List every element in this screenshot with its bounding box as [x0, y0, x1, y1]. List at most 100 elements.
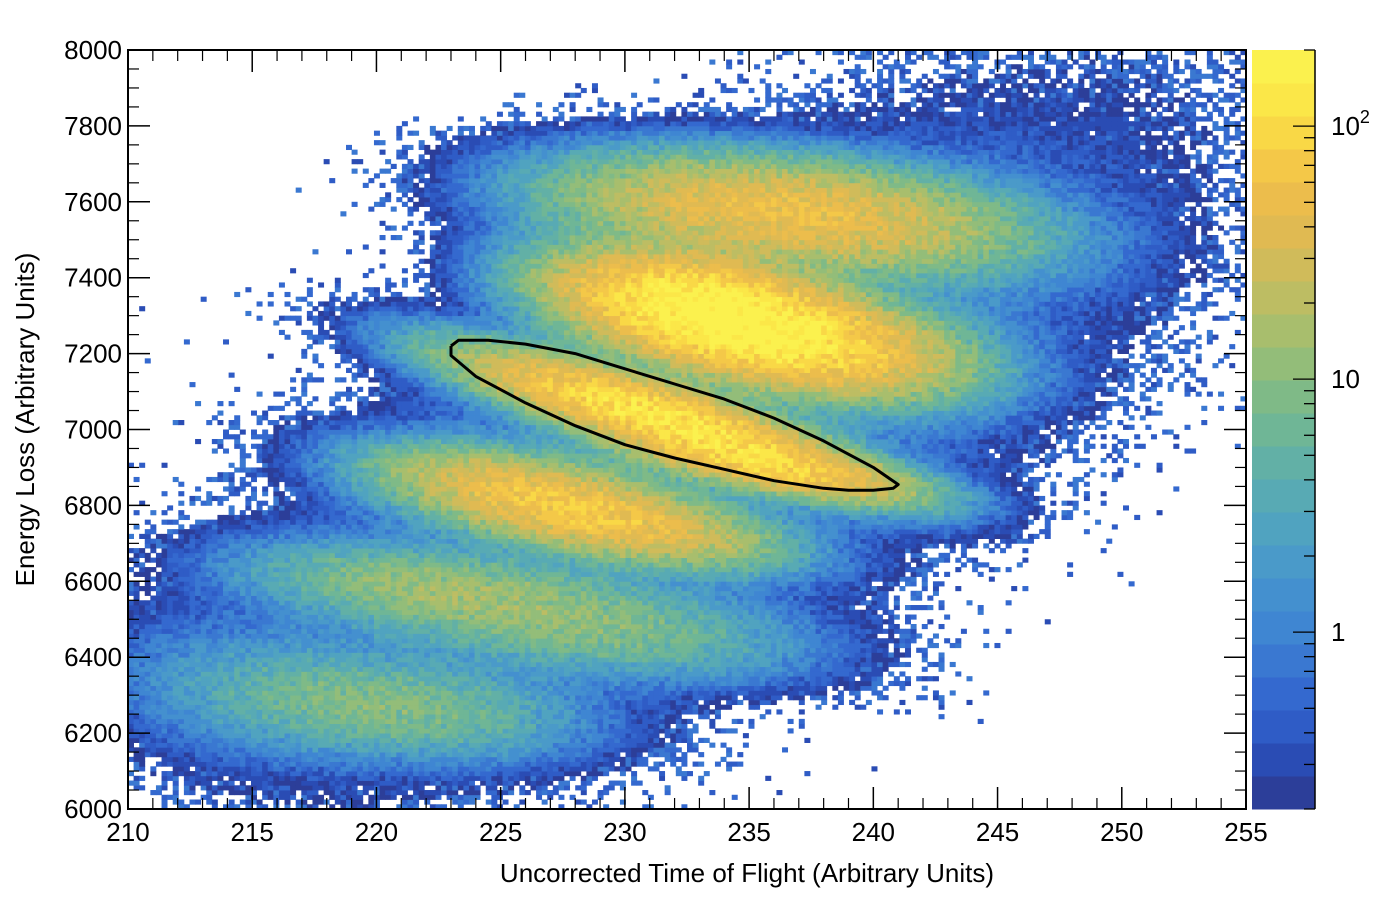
heatmap-cell	[446, 552, 453, 558]
heatmap-cell	[295, 723, 302, 729]
heatmap-cell	[234, 424, 241, 430]
heatmap-cell	[306, 771, 313, 777]
heatmap-cell	[234, 642, 241, 649]
heatmap-cell	[312, 600, 319, 606]
heatmap-cell	[133, 780, 140, 786]
heatmap-cell	[435, 614, 442, 620]
heatmap-cell	[340, 448, 347, 454]
heatmap-cell	[167, 771, 174, 777]
heatmap-cell	[390, 657, 397, 663]
heatmap-cell	[424, 315, 431, 321]
heatmap-cell	[346, 666, 352, 672]
heatmap-cell	[340, 728, 347, 734]
heatmap-cell	[217, 685, 224, 691]
heatmap-cell	[155, 690, 162, 696]
heatmap-cell	[385, 609, 392, 615]
heatmap-cell	[290, 709, 297, 715]
heatmap-cell	[133, 552, 140, 558]
heatmap-cell	[407, 680, 414, 687]
heatmap-cell	[379, 647, 386, 653]
heatmap-cell	[284, 443, 291, 449]
heatmap-cell	[195, 676, 202, 682]
heatmap-cell	[128, 605, 134, 611]
heatmap-cell	[223, 709, 230, 715]
heatmap-cell	[295, 429, 302, 435]
heatmap-cell	[396, 405, 403, 411]
heatmap-cell	[329, 780, 336, 786]
heatmap-cell	[323, 671, 330, 677]
heatmap-cell	[424, 638, 431, 644]
heatmap-cell	[172, 609, 179, 615]
heatmap-cell	[245, 519, 252, 525]
heatmap-cell	[200, 576, 207, 582]
heatmap-cell	[362, 491, 369, 497]
heatmap-cell	[351, 752, 358, 758]
heatmap-cell	[234, 420, 241, 426]
heatmap-cell	[239, 733, 246, 739]
heatmap-cell	[390, 353, 397, 359]
heatmap-cell	[172, 638, 179, 644]
heatmap-cell	[385, 562, 392, 568]
heatmap-cell	[413, 543, 420, 549]
heatmap-cell	[144, 358, 151, 364]
heatmap-cell	[441, 377, 448, 383]
heatmap-cell	[334, 609, 341, 615]
heatmap-cell	[346, 723, 352, 729]
heatmap-cell	[351, 363, 358, 369]
heatmap-cell	[390, 638, 397, 644]
heatmap-cell	[390, 590, 397, 596]
heatmap-cell	[139, 718, 146, 725]
heatmap-cell	[306, 533, 313, 539]
heatmap-cell	[278, 443, 285, 449]
heatmap-cell	[128, 728, 134, 734]
heatmap-cell	[424, 538, 431, 544]
heatmap-cell	[368, 457, 375, 464]
heatmap-cell	[284, 457, 291, 464]
heatmap-cell	[150, 543, 157, 549]
heatmap-cell	[379, 676, 386, 682]
heatmap-cell	[234, 467, 241, 473]
heatmap-cell	[435, 600, 442, 606]
heatmap-cell	[362, 766, 369, 772]
heatmap-cell	[284, 728, 291, 734]
heatmap-cell	[379, 761, 386, 767]
heatmap-cell	[301, 747, 308, 753]
heatmap-cell	[323, 600, 330, 606]
heatmap-cell	[278, 771, 285, 777]
heatmap-cell	[223, 524, 230, 530]
heatmap-cell	[323, 728, 330, 734]
heatmap-cell	[351, 661, 358, 668]
heatmap-cell	[373, 605, 380, 611]
heatmap-cell	[217, 562, 224, 568]
heatmap-cell	[373, 647, 380, 653]
heatmap-cell	[401, 377, 408, 383]
heatmap-cell	[424, 429, 431, 435]
heatmap-cell	[441, 510, 448, 516]
heatmap-cell	[211, 638, 218, 644]
heatmap-cell	[362, 704, 369, 710]
heatmap-cell	[223, 495, 230, 502]
heatmap-cell	[245, 714, 252, 720]
heatmap-cell	[150, 605, 157, 611]
heatmap-cell	[150, 737, 157, 743]
heatmap-cell	[441, 315, 448, 321]
heatmap-cell	[446, 699, 453, 706]
heatmap-cell	[273, 666, 280, 672]
heatmap-cell	[334, 453, 341, 459]
heatmap-cell	[133, 510, 140, 516]
heatmap-cell	[323, 552, 330, 558]
heatmap-cell	[262, 486, 269, 492]
heatmap-cell	[250, 709, 257, 715]
heatmap-cell	[267, 657, 274, 663]
heatmap-cell	[362, 595, 369, 601]
heatmap-cell	[200, 709, 207, 715]
heatmap-cell	[312, 619, 319, 625]
heatmap-cell	[357, 453, 364, 459]
heatmap-cell	[413, 614, 420, 620]
heatmap-cell	[340, 623, 347, 630]
heatmap-cell	[161, 647, 168, 653]
heatmap-cell	[217, 676, 224, 682]
heatmap-cell	[418, 448, 425, 454]
heatmap-cell	[385, 344, 392, 350]
heatmap-cell	[390, 282, 397, 288]
